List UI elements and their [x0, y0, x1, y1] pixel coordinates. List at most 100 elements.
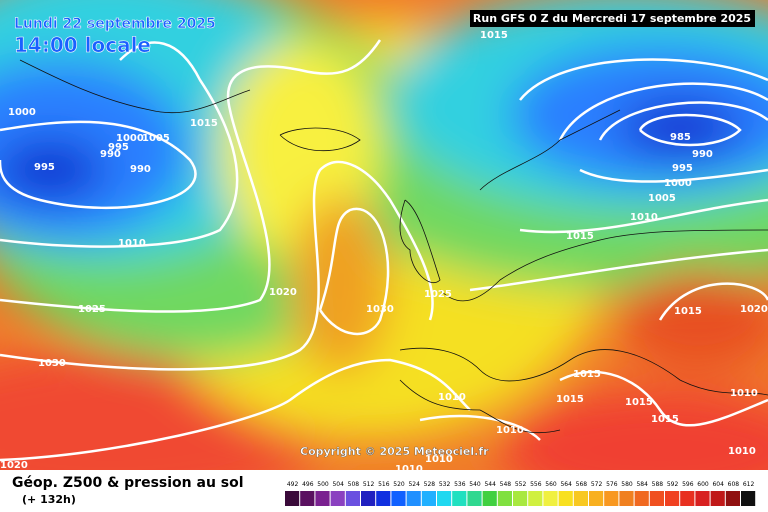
scale-label: 556 [530, 481, 542, 488]
isobar-label: 1025 [424, 289, 452, 300]
isobar-label: 1015 [480, 30, 508, 41]
isobar-label: 1000 [664, 178, 692, 189]
isobar-label: 990 [130, 164, 151, 175]
scale-swatch [376, 491, 391, 506]
isobar-label: 1015 [625, 397, 653, 408]
scale-swatch [421, 491, 436, 506]
scale-swatch [665, 491, 680, 506]
scale-label: 608 [728, 481, 740, 488]
isobar-label: 1025 [78, 304, 106, 315]
isobar-label: 1015 [566, 231, 594, 242]
scale-swatch [345, 491, 360, 506]
scale-swatch [391, 491, 406, 506]
scale-swatch [741, 491, 756, 506]
scale-swatch [285, 491, 300, 506]
scale-swatch [710, 491, 725, 506]
color-scale: 492 496 500 504 508 512 516 520 524 528 532 536 540 5… [285, 481, 756, 506]
isobar-label: 995 [34, 162, 55, 173]
scale-swatch [558, 491, 573, 506]
scale-label: 512 [363, 481, 375, 488]
scale-swatch [573, 491, 588, 506]
isobar-label: 990 [692, 149, 713, 160]
scale-swatch [300, 491, 315, 506]
time: 14:00 locale [14, 33, 151, 57]
scale-label: 540 [469, 481, 481, 488]
isobar-label: 1015 [190, 118, 218, 129]
scale-swatch [452, 491, 467, 506]
isobar-label: 1005 [142, 133, 170, 144]
isobar-label: 1000 [116, 133, 144, 144]
isobar-label: 995 [672, 163, 693, 174]
isobar-label: 1010 [728, 446, 756, 457]
scale-swatch [482, 491, 497, 506]
date: Lundi 22 septembre 2025 [14, 16, 216, 32]
isobar-label: 1010 [395, 464, 423, 475]
isobar-label: 985 [670, 132, 691, 143]
scale-label: 568 [576, 481, 588, 488]
isobar-label: 1010 [118, 238, 146, 249]
scale-swatch [680, 491, 695, 506]
footer-title: Géop. Z500 & pression au sol [12, 475, 244, 491]
scale-swatch [589, 491, 604, 506]
scale-label: 580 [621, 481, 633, 488]
isobar-label: 1020 [0, 460, 28, 471]
scale-label: 612 [743, 481, 755, 488]
scale-label: 524 [408, 481, 420, 488]
copyright: Copyright © 2025 Meteociel.fr [300, 445, 489, 458]
isobar-label: 1000 [8, 107, 36, 118]
isobar-label: 1030 [38, 358, 66, 369]
scale-label: 532 [439, 481, 451, 488]
scale-swatch [330, 491, 345, 506]
scale-label: 560 [545, 481, 557, 488]
scale-swatch [695, 491, 710, 506]
isobar-label: 1015 [573, 369, 601, 380]
scale-label: 564 [560, 481, 572, 488]
scale-label: 588 [652, 481, 664, 488]
scale-swatch [725, 491, 740, 506]
scale-swatch [513, 491, 528, 506]
scale-label: 576 [606, 481, 618, 488]
footer-lead: (+ 132h) [22, 493, 76, 506]
scale-swatch [604, 491, 619, 506]
scale-label: 544 [484, 481, 496, 488]
scale-swatch [497, 491, 512, 506]
scale-label: 584 [636, 481, 648, 488]
isobar-label: 1030 [366, 304, 394, 315]
scale-label: 516 [378, 481, 390, 488]
scale-swatch [437, 491, 452, 506]
coastlines [19, 59, 768, 434]
scale-swatch [649, 491, 664, 506]
isobar-labels: 1015100099510001005995990990101510101025… [0, 30, 768, 475]
isobar-label: 1010 [630, 212, 658, 223]
isobar-label: 1015 [674, 306, 702, 317]
isobar-label: 1010 [730, 388, 758, 399]
scale-label: 592 [667, 481, 679, 488]
run-info: Run GFS 0 Z du Mercredi 17 septembre 202… [473, 12, 751, 25]
scale-swatch [619, 491, 634, 506]
isobar-label: 1015 [556, 394, 584, 405]
scale-swatch [543, 491, 558, 506]
scale-label: 548 [500, 481, 512, 488]
scale-label: 508 [348, 481, 360, 488]
scale-swatch [528, 491, 543, 506]
isobars [0, 39, 768, 462]
isobar-label: 1010 [496, 425, 524, 436]
scale-label: 500 [317, 481, 329, 488]
scale-label: 552 [515, 481, 527, 488]
scale-swatch [361, 491, 376, 506]
scale-label: 596 [682, 481, 694, 488]
scale-swatch [315, 491, 330, 506]
scale-label: 600 [697, 481, 709, 488]
scale-swatch [406, 491, 421, 506]
isobar-label: 990 [100, 149, 121, 160]
run-box [470, 10, 755, 27]
scale-label: 604 [712, 481, 724, 488]
isobar-label: 1015 [651, 414, 679, 425]
scale-label: 536 [454, 481, 466, 488]
scale-label: 520 [393, 481, 405, 488]
isobar-label: 1020 [269, 287, 297, 298]
scale-swatch [467, 491, 482, 506]
isobar-label: 1005 [648, 193, 676, 204]
